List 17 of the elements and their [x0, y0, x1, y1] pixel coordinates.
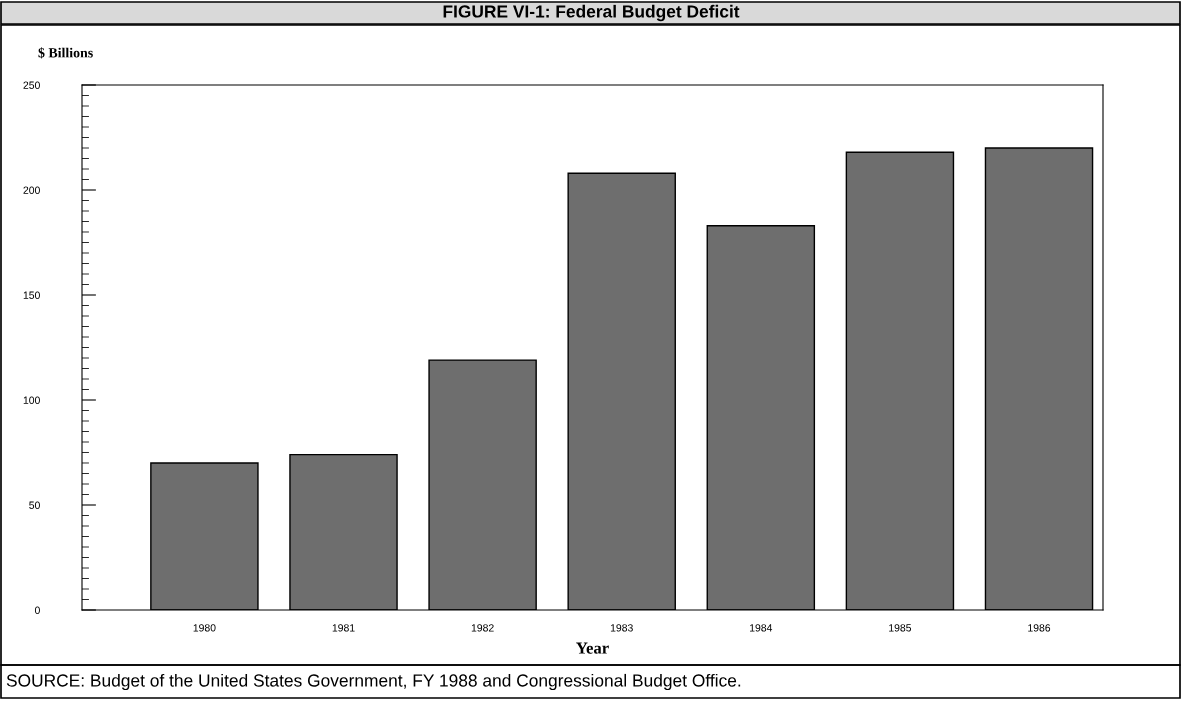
source-note: SOURCE: Budget of the United States Government, FY 1988 and Congressional Budget Office.	[6, 673, 741, 691]
x-tick-label: 1984	[750, 624, 773, 632]
y-tick-label: 250	[23, 81, 40, 89]
y-tick-label: 0	[34, 606, 40, 614]
x-axis-title: Year	[576, 642, 609, 654]
x-tick-label: 1985	[889, 624, 912, 632]
y-tick-label: 50	[29, 501, 40, 509]
x-tick-label: 1982	[471, 624, 494, 632]
y-tick-label: 100	[23, 396, 40, 404]
x-tick-label: 1986	[1028, 624, 1051, 632]
y-axis-title: $ Billions	[38, 47, 93, 59]
x-tick-label: 1981	[332, 624, 355, 632]
y-tick-label: 200	[23, 186, 40, 194]
x-tick-label: 1980	[193, 624, 216, 632]
chart-title: FIGURE VI-1: Federal Budget Deficit	[443, 4, 740, 22]
x-tick-label: 1983	[610, 624, 633, 632]
y-tick-label: 150	[23, 291, 40, 299]
